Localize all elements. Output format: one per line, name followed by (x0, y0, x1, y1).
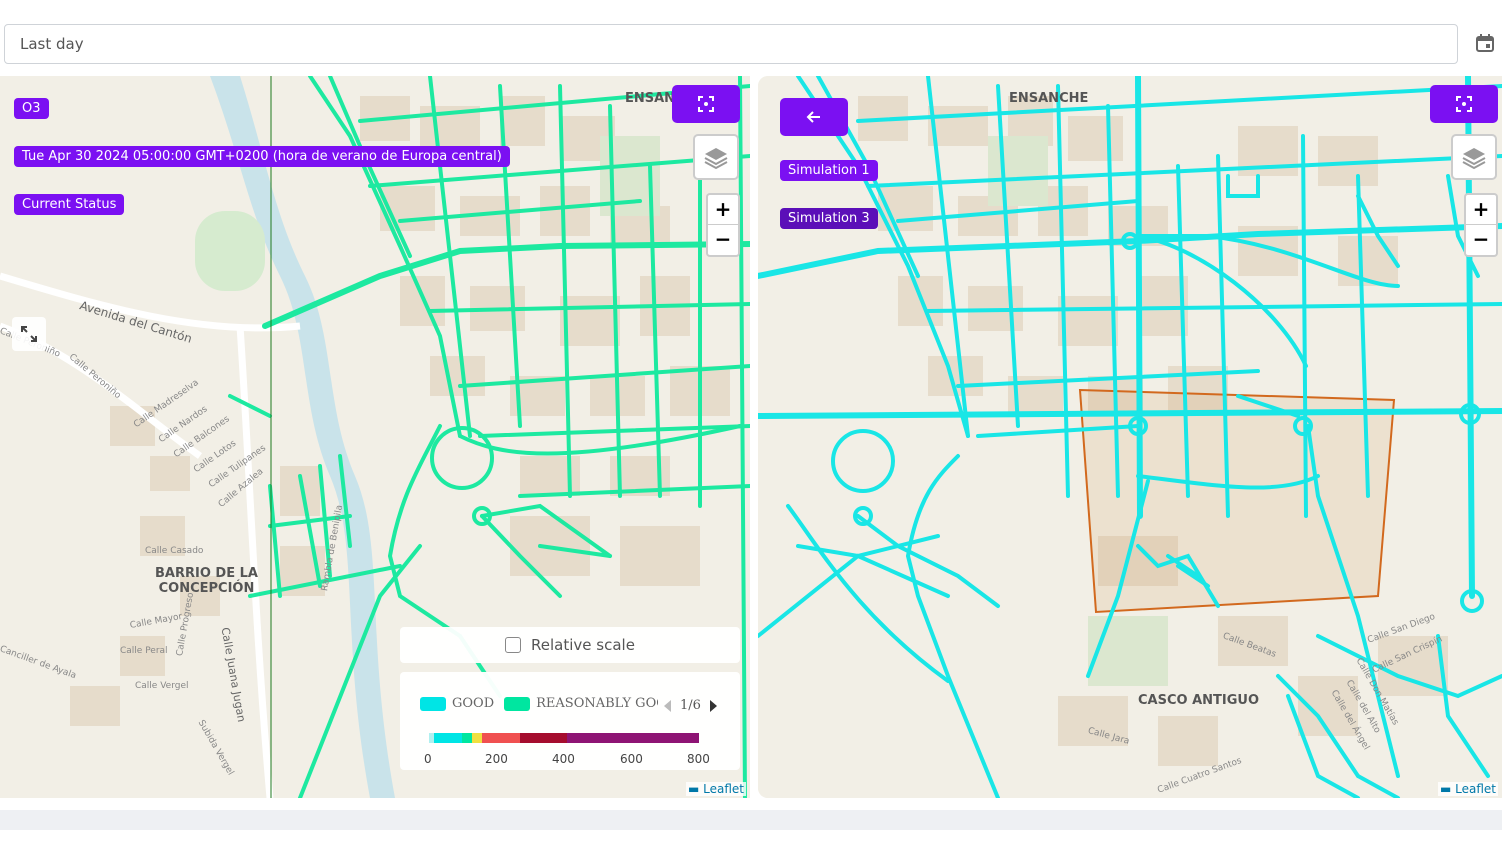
tick-label: 200 (485, 752, 508, 766)
color-scale-bar (429, 733, 699, 743)
tick-label: 400 (552, 752, 575, 766)
simulation-badge[interactable]: Simulation 1 (780, 160, 878, 181)
layers-icon (1462, 148, 1486, 170)
legend-label-reasonably-good: REASONABLY GOOD (536, 696, 658, 711)
street-label: Calle Vergel (135, 681, 189, 691)
timestamp-badge: Tue Apr 30 2024 05:00:00 GMT+0200 (hora … (14, 146, 510, 167)
legend-swatch-reasonably-good (504, 696, 531, 711)
relative-scale-toggle[interactable]: Relative scale (400, 627, 740, 663)
relative-scale-label: Relative scale (531, 636, 635, 654)
zoom-control[interactable]: + − (706, 193, 740, 257)
tick-label: 600 (620, 752, 643, 766)
district-label: BARRIO DE LA CONCEPCIÓN (155, 566, 258, 596)
zoom-out-button[interactable]: − (714, 227, 732, 251)
color-scale-ticks: 0 200 400 600 800 (424, 752, 714, 766)
zoom-in-button[interactable]: + (708, 195, 738, 225)
current-status-map[interactable]: BARRIO DE LA CONCEPCIÓN ENSAN Avenida del… (0, 76, 750, 798)
simulation-map[interactable]: ENSANCHE CASCO ANTIGUO Calle Beatas Call… (758, 76, 1502, 798)
street-label: Calle Casado (145, 546, 204, 556)
back-button[interactable] (780, 98, 848, 136)
arrow-left-icon (806, 111, 820, 123)
zoom-in-button[interactable]: + (1466, 195, 1496, 225)
legend-swatch-good (420, 696, 446, 711)
leaflet-attribution[interactable]: ▬ Leaflet (1437, 782, 1498, 796)
next-page-icon[interactable] (709, 699, 719, 713)
tick-label: 800 (687, 752, 710, 766)
legend: GOOD REASONABLY GOOD 1/6 0 200 400 600 8… (400, 672, 740, 770)
focus-icon (698, 96, 714, 112)
simulation-badge[interactable]: Simulation 3 (780, 208, 878, 229)
prev-page-icon[interactable] (662, 699, 672, 713)
layers-icon (704, 148, 728, 170)
layers-button[interactable] (693, 134, 739, 180)
current-status-badge[interactable]: Current Status (14, 194, 125, 215)
focus-button[interactable] (672, 85, 740, 123)
legend-label-good: GOOD (452, 696, 495, 711)
layers-button[interactable] (1451, 134, 1497, 180)
tick-label: 0 (424, 752, 432, 766)
zoom-out-button[interactable]: − (1472, 227, 1490, 251)
leaflet-attribution[interactable]: ▬ Leaflet (685, 782, 746, 796)
zoom-control[interactable]: + − (1464, 193, 1498, 257)
street-label: Calle Peral (120, 646, 168, 656)
focus-button[interactable] (1430, 85, 1498, 123)
map-base (758, 76, 1502, 798)
district-label: CASCO ANTIGUO (1138, 693, 1260, 708)
date-range-input[interactable]: Last day (4, 24, 1458, 64)
footer-bar (0, 810, 1502, 830)
district-label: ENSANCHE (1009, 91, 1089, 106)
district-label: ENSAN (625, 91, 676, 106)
pollutant-badge[interactable]: O3 (14, 98, 49, 119)
calendar-icon[interactable] (1475, 33, 1495, 53)
relative-scale-checkbox[interactable] (505, 637, 522, 653)
expand-icon[interactable] (12, 317, 46, 351)
legend-page: 1/6 (680, 698, 701, 713)
focus-icon (1456, 96, 1472, 112)
